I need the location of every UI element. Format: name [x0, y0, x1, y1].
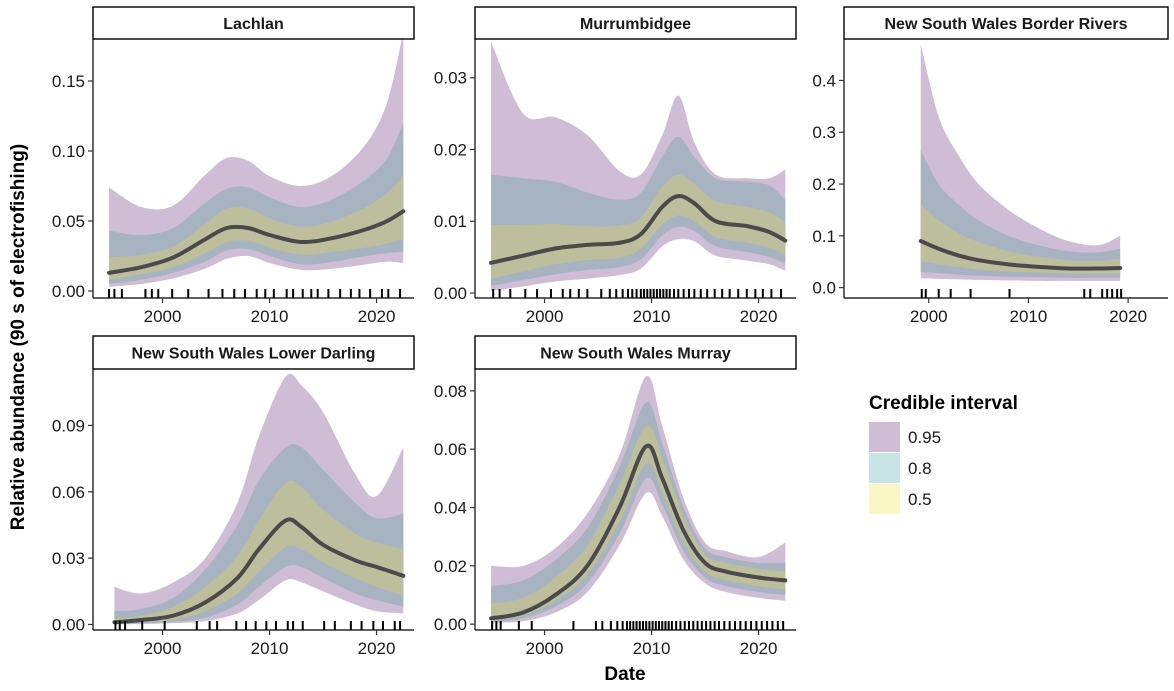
facet-strip: [843, 6, 1169, 40]
facet-panel-4: 0.00 0.02 0.04 0.06 0.08 2000 2010 2020 New Sout…: [434, 335, 797, 658]
facet-strip: [474, 335, 797, 370]
ci-band-50: [491, 425, 786, 621]
x-tick-label: 2000: [144, 639, 182, 658]
y-tick-label: 0.00: [52, 615, 85, 634]
rug-marks: [491, 621, 785, 630]
median-line: [107, 209, 406, 275]
x-tick-label: 2010: [251, 307, 289, 326]
x-tick-label: 2000: [910, 307, 948, 326]
x-tick-label: 2020: [1109, 307, 1147, 326]
facet-panel-1: 0.00 0.01 0.02 0.03 2000 2010 2020 Murrumbidgee: [434, 6, 797, 326]
facet-plot-area: [107, 39, 406, 287]
y-tick-label: 0.03: [52, 549, 85, 568]
x-tick-label: 2010: [251, 639, 289, 658]
x-tick-label: 2020: [740, 639, 778, 658]
rug-marks: [108, 289, 402, 298]
y-tick-label: 0.06: [434, 440, 467, 459]
x-tick-label: 2000: [526, 307, 564, 326]
x-tick-label: 2020: [358, 307, 396, 326]
y-tick-label: 0.01: [434, 212, 467, 231]
facet-strip: [92, 335, 415, 370]
facet-panel-2: 0.0 0.1 0.2 0.3 0.4 2000 2010 2020 New South Wal…: [812, 6, 1169, 326]
y-tick-label: 0.1: [812, 227, 836, 246]
facet-plot-area: [489, 41, 788, 291]
y-tick-label: 0.4: [812, 71, 836, 90]
ci-band-50: [920, 204, 1121, 274]
rug-marks: [920, 289, 1123, 298]
median-line: [918, 239, 1123, 271]
x-tick-label: 2010: [633, 307, 671, 326]
y-tick-label: 0.00: [52, 282, 85, 301]
y-tick-label: 0.03: [434, 69, 467, 88]
facet-plot-area: [489, 375, 788, 623]
legend-label-095: 0.95: [908, 428, 941, 447]
x-axis-title: Date: [604, 664, 645, 685]
facet-panel-0: 0.00 0.05 0.10 0.15 2000 2010 2020 Lachlan: [52, 6, 415, 326]
y-tick-label: 0.00: [434, 284, 467, 303]
facet-plot-area: [112, 373, 406, 625]
legend-label-050: 0.5: [908, 490, 932, 509]
x-tick-label: 2020: [740, 307, 778, 326]
y-tick-label: 0.0: [812, 279, 836, 298]
facet-strip: [474, 6, 797, 40]
y-tick-label: 0.00: [434, 615, 467, 634]
y-axis-title: Relative abundance (90 s of electrofishi…: [8, 144, 29, 530]
x-tick-label: 2020: [358, 639, 396, 658]
x-tick-label: 2010: [1010, 307, 1048, 326]
facet-strip-title: New South Wales Border Rivers: [884, 16, 1127, 33]
facet-panel-3: 0.00 0.03 0.06 0.09 2000 2010 2020 New South Wa…: [52, 335, 415, 658]
facet-plot-area: [918, 44, 1123, 281]
facet-strip-title: Lachlan: [223, 16, 283, 33]
x-tick-label: 2010: [633, 639, 671, 658]
median-line: [489, 194, 788, 265]
y-tick-label: 0.10: [52, 142, 85, 161]
rug-marks: [114, 621, 402, 630]
rug-marks: [492, 289, 783, 298]
facet-strip-title: New South Wales Murray: [540, 346, 731, 363]
y-tick-label: 0.04: [434, 499, 467, 518]
x-tick-label: 2000: [526, 639, 564, 658]
median-line: [489, 443, 788, 621]
legend-key-050: [869, 484, 900, 514]
y-tick-label: 0.06: [52, 483, 85, 502]
y-tick-label: 0.15: [52, 72, 85, 91]
facet-strip-title: Murrumbidgee: [580, 16, 691, 33]
y-tick-label: 0.05: [52, 212, 85, 231]
y-tick-label: 0.08: [434, 382, 467, 401]
y-tick-label: 0.02: [434, 140, 467, 159]
facet-strip-title: New South Wales Lower Darling: [132, 346, 376, 363]
legend-label-080: 0.8: [908, 459, 932, 478]
legend: Credible interval 0.95 0.8 0.5: [869, 393, 1018, 514]
y-tick-label: 0.2: [812, 175, 836, 194]
y-tick-label: 0.3: [812, 123, 836, 142]
median-line: [112, 517, 406, 625]
facet-strip: [92, 6, 415, 40]
y-tick-label: 0.09: [52, 416, 85, 435]
x-tick-label: 2000: [144, 307, 182, 326]
legend-key-080: [869, 453, 900, 483]
legend-title: Credible interval: [869, 393, 1018, 414]
legend-key-095: [869, 422, 900, 452]
ci-band-50: [491, 174, 786, 279]
y-tick-label: 0.02: [434, 557, 467, 576]
